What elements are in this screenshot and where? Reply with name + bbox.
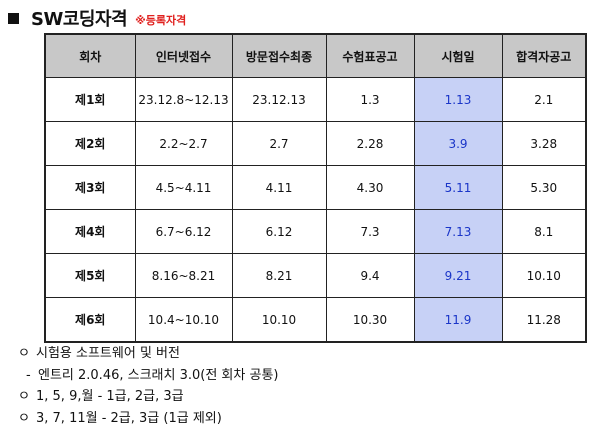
ticket-cell: 7.3 bbox=[325, 209, 415, 254]
online-cell: 8.16~8.21 bbox=[134, 253, 233, 298]
note-text: 엔트리 2.0.46, 스크래치 3.0(전 회차 공통) bbox=[38, 367, 279, 383]
result-cell: 3.28 bbox=[501, 121, 587, 166]
ticket-cell: 10.30 bbox=[325, 297, 415, 343]
round-cell: 제5회 bbox=[44, 253, 136, 298]
ticket-cell: 2.28 bbox=[325, 121, 415, 166]
table-row: 제5회 8.16~8.21 8.21 9.4 9.21 10.10 bbox=[44, 253, 587, 298]
circle-bullet-icon: ㅇ bbox=[18, 346, 30, 361]
col-header-visit-registration: 방문접수최종 bbox=[231, 33, 327, 78]
round-cell: 제4회 bbox=[44, 209, 136, 254]
ticket-cell: 9.4 bbox=[325, 253, 415, 298]
registration-note: ※등록자격 bbox=[135, 13, 187, 27]
circle-bullet-icon: ㅇ bbox=[18, 389, 30, 404]
table-row: 제2회 2.2~2.7 2.7 2.28 3.9 3.28 bbox=[44, 121, 587, 166]
online-cell: 6.7~6.12 bbox=[134, 209, 233, 254]
exam-date-cell: 3.9 bbox=[413, 121, 503, 166]
visit-cell: 10.10 bbox=[231, 297, 327, 343]
round-cell: 제1회 bbox=[44, 77, 136, 122]
result-cell: 10.10 bbox=[501, 253, 587, 298]
note-item: ㅇ 시험용 소프트웨어 및 버전 bbox=[18, 343, 278, 365]
col-header-exam-date: 시험일 bbox=[413, 33, 503, 78]
result-cell: 2.1 bbox=[501, 77, 587, 122]
exam-date-cell: 11.9 bbox=[413, 297, 503, 343]
notes-section: ㅇ 시험용 소프트웨어 및 버전 - 엔트리 2.0.46, 스크래치 3.0(전 … bbox=[18, 343, 278, 429]
round-cell: 제3회 bbox=[44, 165, 136, 210]
online-cell: 10.4~10.10 bbox=[134, 297, 233, 343]
note-text: 시험용 소프트웨어 및 버전 bbox=[36, 346, 180, 361]
table-header-row: 회차 인터넷접수 방문접수최종 수험표공고 시험일 합격자공고 bbox=[44, 33, 587, 78]
col-header-round: 회차 bbox=[44, 33, 136, 78]
online-cell: 4.5~4.11 bbox=[134, 165, 233, 210]
result-cell: 5.30 bbox=[501, 165, 587, 210]
exam-date-cell: 1.13 bbox=[413, 77, 503, 122]
visit-cell: 6.12 bbox=[231, 209, 327, 254]
exam-date-cell: 9.21 bbox=[413, 253, 503, 298]
table-row: 제3회 4.5~4.11 4.11 4.30 5.11 5.30 bbox=[44, 165, 587, 210]
square-bullet-icon bbox=[8, 12, 19, 24]
col-header-online-registration: 인터넷접수 bbox=[134, 33, 233, 78]
round-cell: 제2회 bbox=[44, 121, 136, 166]
exam-date-cell: 7.13 bbox=[413, 209, 503, 254]
section-title-row: SW코딩자격 ※등록자격 bbox=[6, 4, 186, 32]
table-row: 제6회 10.4~10.10 10.10 10.30 11.9 11.28 bbox=[44, 297, 587, 343]
exam-schedule-table: 회차 인터넷접수 방문접수최종 수험표공고 시험일 합격자공고 제1회 23.1… bbox=[44, 33, 587, 343]
round-cell: 제6회 bbox=[44, 297, 136, 343]
col-header-result-notice: 합격자공고 bbox=[501, 33, 587, 78]
note-item: - 엔트리 2.0.46, 스크래치 3.0(전 회차 공통) bbox=[18, 365, 278, 387]
ticket-cell: 1.3 bbox=[325, 77, 415, 122]
visit-cell: 2.7 bbox=[231, 121, 327, 166]
result-cell: 11.28 bbox=[501, 297, 587, 343]
note-item: ㅇ 1, 5, 9,월 - 1급, 2급, 3급 bbox=[18, 386, 278, 408]
note-item: ㅇ 3, 7, 11월 - 2급, 3급 (1급 제외) bbox=[18, 408, 278, 430]
exam-date-cell: 5.11 bbox=[413, 165, 503, 210]
note-text: 3, 7, 11월 - 2급, 3급 (1급 제외) bbox=[36, 410, 222, 426]
table-row: 제1회 23.12.8~12.13 23.12.13 1.3 1.13 2.1 bbox=[44, 77, 587, 122]
visit-cell: 23.12.13 bbox=[231, 77, 327, 122]
ticket-cell: 4.30 bbox=[325, 165, 415, 210]
section-title: SW코딩자격 bbox=[31, 9, 128, 30]
visit-cell: 8.21 bbox=[231, 253, 327, 298]
circle-bullet-icon: ㅇ bbox=[18, 410, 30, 426]
online-cell: 23.12.8~12.13 bbox=[134, 77, 233, 122]
note-text: 1, 5, 9,월 - 1급, 2급, 3급 bbox=[36, 389, 184, 404]
dash-bullet-icon: - bbox=[26, 367, 31, 383]
table-row: 제4회 6.7~6.12 6.12 7.3 7.13 8.1 bbox=[44, 209, 587, 254]
result-cell: 8.1 bbox=[501, 209, 587, 254]
online-cell: 2.2~2.7 bbox=[134, 121, 233, 166]
visit-cell: 4.11 bbox=[231, 165, 327, 210]
col-header-ticket-notice: 수험표공고 bbox=[325, 33, 415, 78]
